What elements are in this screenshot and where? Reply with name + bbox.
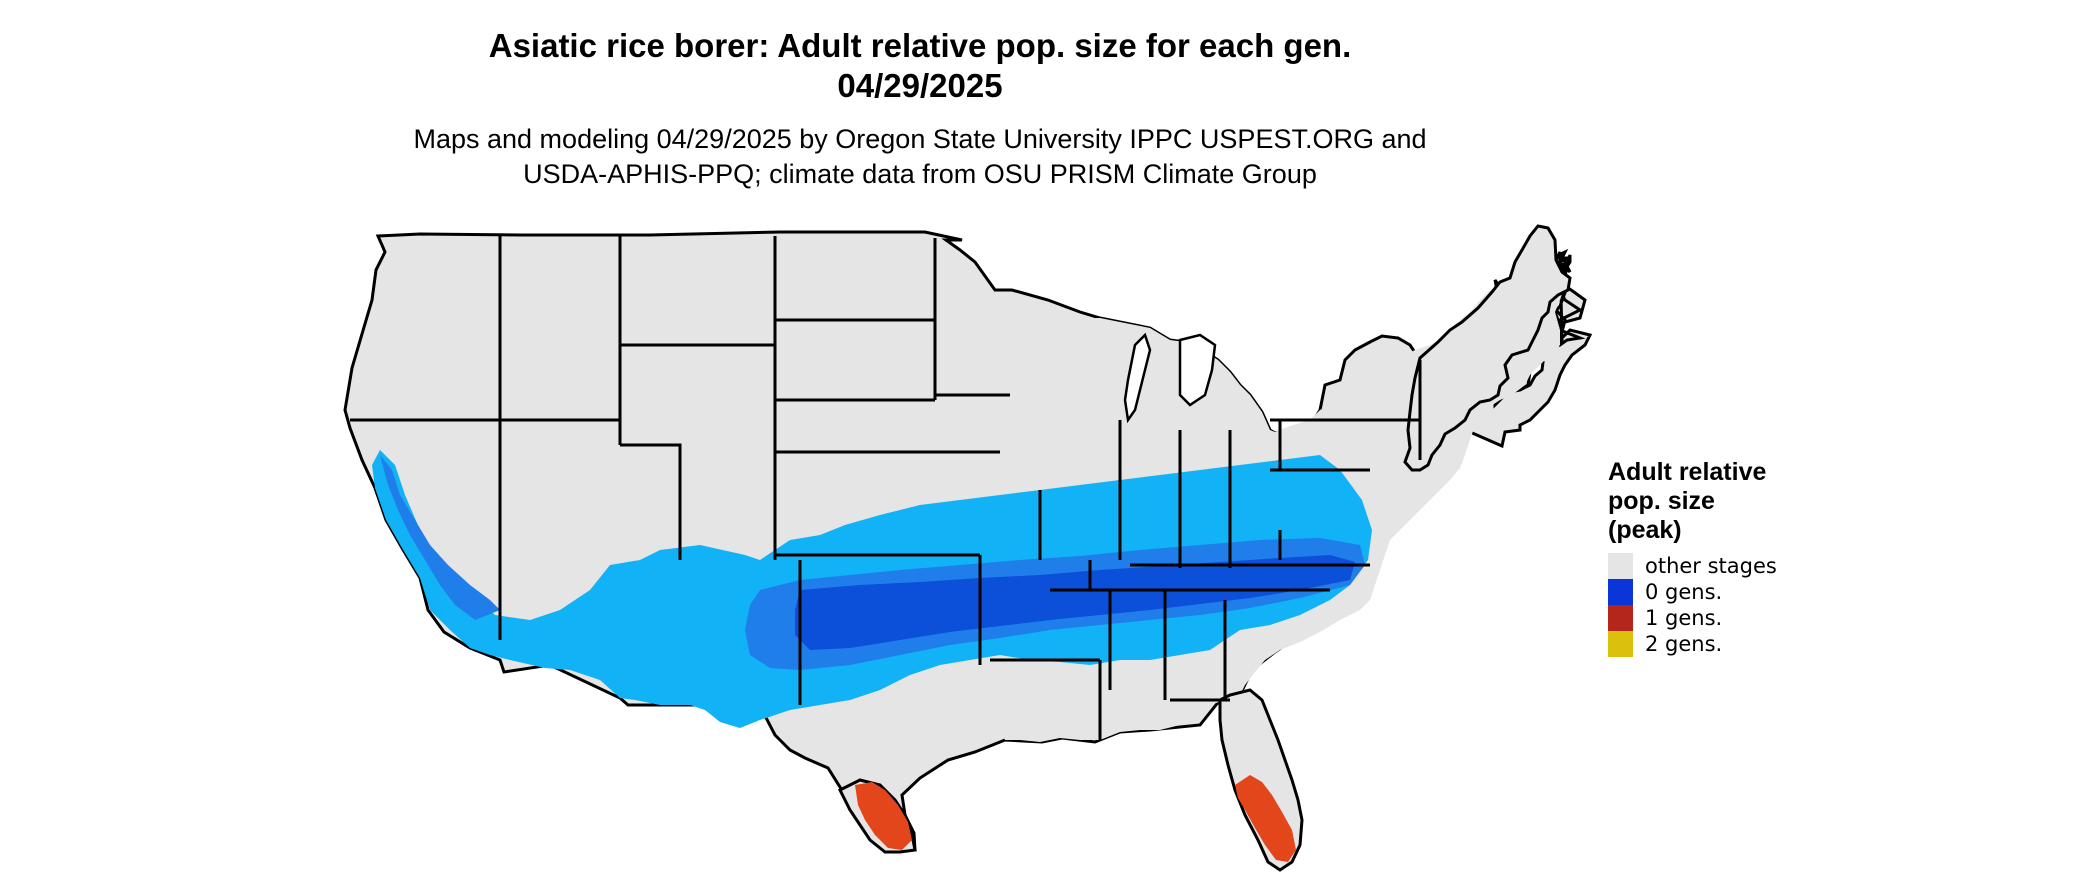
legend-title-line1: Adult relative: [1608, 458, 1767, 486]
new-england: [1403, 224, 1572, 472]
legend-swatch: [1608, 631, 1633, 657]
map-title-line1: Asiatic rice borer: Adult relative pop. …: [488, 27, 1352, 64]
legend-swatch: [1608, 579, 1633, 605]
legend-swatch: [1608, 605, 1633, 631]
region-florida-red: [1235, 775, 1296, 862]
legend-items: other stages 0 gens. 1 gens. 2 gens.: [1608, 553, 1908, 657]
region-texas-red: [855, 782, 912, 850]
legend-item: other stages: [1608, 553, 1908, 579]
region-dark-blue: [795, 555, 1355, 650]
great-lakes: [1123, 332, 1217, 424]
map-legend: Adult relative pop. size (peak) other st…: [1608, 458, 1908, 657]
legend-title-line2: pop. size: [1608, 487, 1715, 515]
map-title-date: 04/29/2025: [837, 67, 1003, 104]
pest-regions: [372, 450, 1372, 862]
map-title: Asiatic rice borer: Adult relative pop. …: [0, 26, 1840, 106]
legend-label: 1 gens.: [1645, 606, 1723, 630]
legend-title-line3: (peak): [1608, 516, 1682, 544]
map-subtitle-line2: USDA-APHIS-PPQ; climate data from OSU PR…: [523, 159, 1317, 189]
legend-item: 0 gens.: [1608, 579, 1908, 605]
legend-label: 2 gens.: [1645, 632, 1723, 656]
region-mid-blue: [380, 455, 1365, 670]
legend-item: 2 gens.: [1608, 631, 1908, 657]
legend-title: Adult relative pop. size (peak): [1608, 458, 1908, 545]
legend-label: other stages: [1645, 554, 1777, 578]
map-subtitle-line1: Maps and modeling 04/29/2025 by Oregon S…: [413, 124, 1427, 154]
legend-label: 0 gens.: [1645, 580, 1723, 604]
legend-swatch: [1608, 553, 1633, 579]
legend-item: 1 gens.: [1608, 605, 1908, 631]
map-subtitle: Maps and modeling 04/29/2025 by Oregon S…: [0, 122, 1840, 192]
state-borders: [350, 236, 1422, 740]
